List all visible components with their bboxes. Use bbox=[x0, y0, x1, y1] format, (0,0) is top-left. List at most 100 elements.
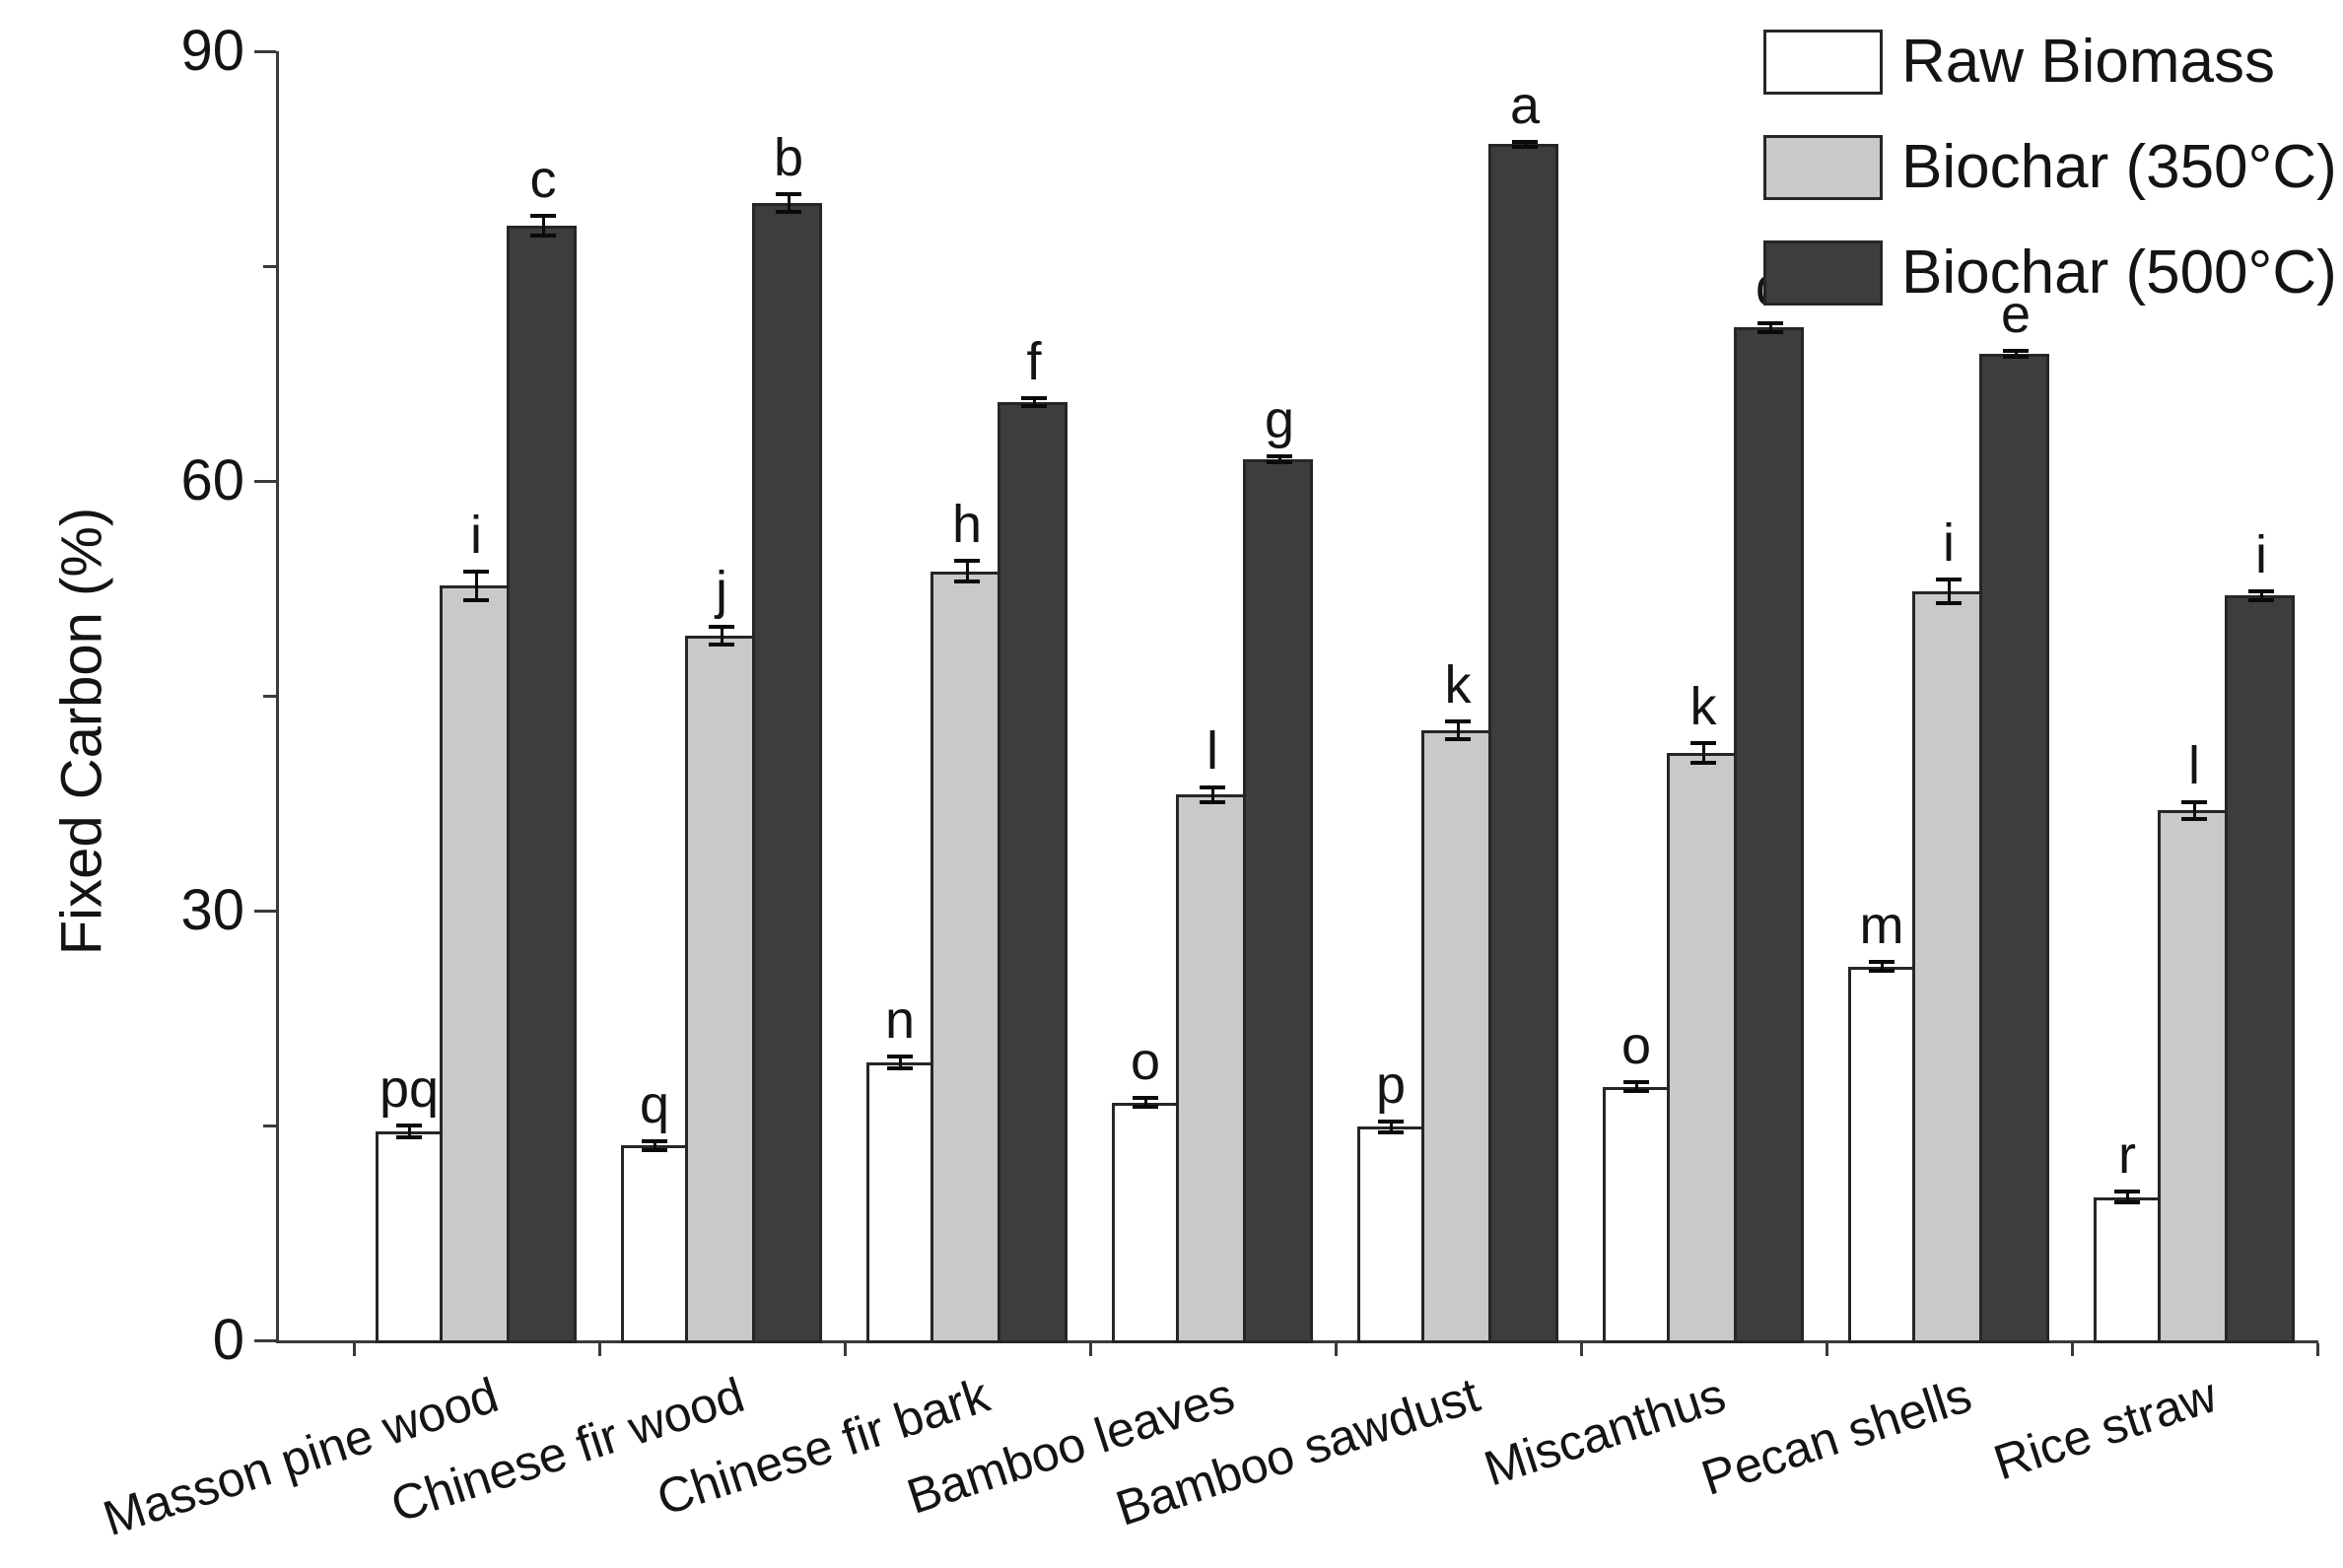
error-bar-whisker bbox=[965, 561, 969, 581]
error-bar-cap-top bbox=[1757, 321, 1783, 326]
bar bbox=[1488, 144, 1558, 1343]
error-bar-whisker bbox=[787, 194, 791, 212]
error-bar-whisker bbox=[1701, 742, 1705, 764]
error-bar-cap-top bbox=[1445, 719, 1471, 724]
x-category-label: Rice straw bbox=[1986, 1367, 2223, 1491]
bar bbox=[930, 571, 1000, 1343]
sig-letter: m bbox=[1859, 896, 1904, 956]
bar bbox=[998, 402, 1068, 1343]
error-bar-whisker bbox=[720, 627, 724, 645]
error-bar-whisker bbox=[541, 216, 545, 237]
error-bar-whisker bbox=[653, 1140, 656, 1150]
error-bar-cap-top bbox=[1869, 960, 1895, 965]
x-tick bbox=[1579, 1343, 1583, 1356]
sig-letter: q bbox=[639, 1074, 670, 1134]
error-bar-whisker bbox=[407, 1125, 411, 1137]
error-bar-whisker bbox=[1456, 721, 1460, 739]
legend-swatch bbox=[1763, 240, 1883, 306]
error-bar-cap-bottom bbox=[1021, 404, 1047, 409]
bar bbox=[1357, 1126, 1424, 1343]
error-bar-cap-bottom bbox=[1757, 329, 1783, 334]
error-bar-cap-top bbox=[1021, 395, 1047, 400]
legend-row: Raw Biomass bbox=[1763, 30, 2335, 95]
sig-letter: k bbox=[1444, 655, 1472, 716]
error-bar-cap-bottom bbox=[2248, 597, 2274, 602]
error-bar-cap-bottom bbox=[776, 209, 801, 214]
error-bar-whisker bbox=[1277, 456, 1281, 463]
legend-label: Raw Biomass bbox=[1901, 28, 2275, 96]
error-bar-whisker bbox=[2014, 350, 2018, 357]
bar bbox=[1734, 327, 1804, 1343]
y-major-tick bbox=[254, 50, 276, 53]
error-bar-cap-bottom bbox=[642, 1147, 667, 1152]
bar bbox=[376, 1130, 443, 1343]
error-bar-cap-top bbox=[1267, 454, 1292, 459]
error-bar-cap-bottom bbox=[1690, 761, 1716, 766]
bar bbox=[752, 203, 822, 1343]
bar bbox=[507, 226, 577, 1343]
error-bar-whisker bbox=[474, 571, 478, 600]
y-major-tick bbox=[254, 1339, 276, 1342]
bar bbox=[1603, 1086, 1670, 1343]
error-bar-cap-top bbox=[709, 625, 734, 630]
bar bbox=[1667, 753, 1737, 1343]
error-bar-cap-top bbox=[1133, 1096, 1158, 1101]
bar bbox=[2094, 1196, 2161, 1343]
x-tick bbox=[1825, 1343, 1828, 1356]
sig-letter: l bbox=[2188, 735, 2200, 795]
error-bar-whisker bbox=[1210, 787, 1214, 802]
legend-row: Biochar (350°C) bbox=[1763, 135, 2337, 200]
x-tick bbox=[843, 1343, 847, 1356]
error-bar-cap-top bbox=[1623, 1080, 1649, 1085]
error-bar-cap-bottom bbox=[2003, 354, 2029, 359]
error-bar-whisker bbox=[1143, 1098, 1147, 1108]
error-bar-cap-top bbox=[396, 1124, 422, 1127]
error-bar-whisker bbox=[1032, 397, 1036, 407]
error-bar-cap-bottom bbox=[1267, 460, 1292, 465]
error-bar-cap-bottom bbox=[1512, 145, 1538, 150]
bar bbox=[2158, 810, 2228, 1343]
sig-letter: j bbox=[716, 561, 727, 621]
error-bar-whisker bbox=[1523, 141, 1527, 148]
error-bar-cap-top bbox=[463, 569, 489, 574]
sig-letter: g bbox=[1264, 390, 1295, 450]
error-bar-whisker bbox=[898, 1057, 902, 1068]
error-bar-whisker bbox=[1947, 579, 1951, 603]
bar bbox=[1176, 794, 1246, 1343]
sig-letter: i bbox=[1943, 513, 1955, 574]
sig-letter: i bbox=[2255, 524, 2267, 584]
sig-letter: l bbox=[1206, 721, 1218, 781]
error-bar-cap-top bbox=[1936, 578, 1962, 582]
error-bar-cap-bottom bbox=[1200, 799, 1225, 804]
x-tick bbox=[2315, 1343, 2319, 1356]
error-bar-cap-top bbox=[642, 1138, 667, 1143]
bar bbox=[1112, 1102, 1179, 1343]
error-bar-cap-top bbox=[1200, 785, 1225, 789]
bar bbox=[1243, 459, 1313, 1343]
error-bar-cap-bottom bbox=[1445, 736, 1471, 741]
error-bar-cap-bottom bbox=[887, 1065, 913, 1070]
sig-letter: k bbox=[1689, 676, 1717, 736]
error-bar-cap-bottom bbox=[1378, 1130, 1404, 1135]
sig-letter: pq bbox=[379, 1059, 440, 1119]
legend-label: Biochar (500°C) bbox=[1901, 239, 2337, 307]
y-minor-tick bbox=[263, 1125, 276, 1127]
sig-letter: o bbox=[1130, 1032, 1161, 1092]
y-major-tick bbox=[254, 910, 276, 913]
error-bar-cap-top bbox=[954, 559, 980, 564]
error-bar-whisker bbox=[1880, 962, 1884, 972]
error-bar-cap-bottom bbox=[463, 597, 489, 602]
error-bar-cap-top bbox=[2003, 348, 2029, 353]
bar bbox=[1421, 729, 1491, 1343]
error-bar-cap-top bbox=[1378, 1119, 1404, 1124]
error-bar-cap-top bbox=[1512, 139, 1538, 144]
error-bar-cap-bottom bbox=[954, 579, 980, 583]
y-axis-line bbox=[276, 51, 279, 1343]
sig-letter: h bbox=[951, 495, 983, 555]
error-bar-whisker bbox=[2192, 801, 2196, 819]
y-tick-label: 60 bbox=[180, 448, 244, 512]
error-bar-cap-top bbox=[530, 214, 556, 219]
bar bbox=[621, 1145, 688, 1343]
y-minor-tick bbox=[263, 695, 276, 698]
